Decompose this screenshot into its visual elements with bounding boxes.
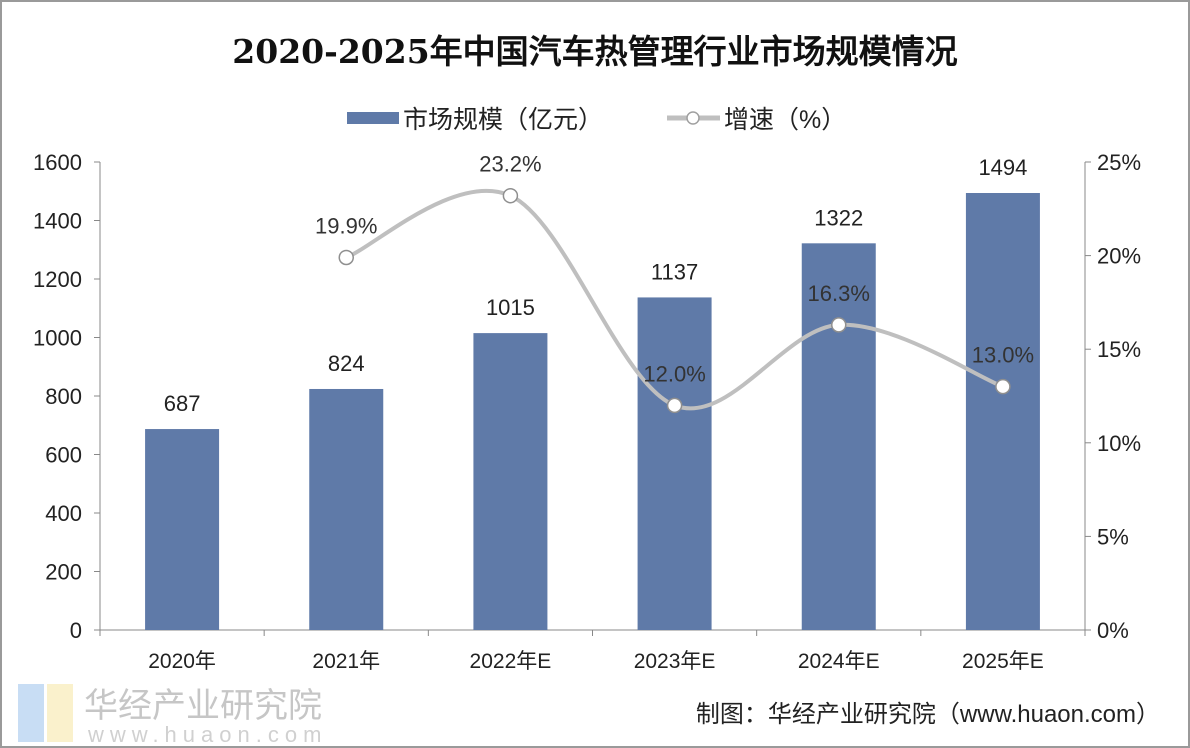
growth-data-label: 12.0% — [643, 361, 705, 386]
watermark-logo: 华经产业研究院 www.huaon.com — [18, 684, 327, 747]
growth-data-label: 16.3% — [808, 281, 870, 306]
growth-marker — [502, 187, 519, 204]
right-tick-label: 20% — [1097, 244, 1141, 269]
right-tick-label: 25% — [1097, 150, 1141, 175]
left-tick-label: 0 — [70, 618, 82, 643]
watermark-logo-blue — [18, 684, 44, 742]
bar-data-label: 824 — [328, 351, 365, 376]
x-tick-label: 2023年E — [634, 650, 716, 673]
left-tick-label: 800 — [45, 384, 82, 409]
legend-line-label: 增速（%） — [724, 106, 846, 134]
right-tick-label: 10% — [1097, 431, 1141, 456]
bar — [801, 243, 876, 630]
bar-data-label: 1015 — [486, 295, 535, 320]
right-tick-label: 15% — [1097, 337, 1141, 362]
growth-marker — [831, 317, 847, 333]
watermark-url: www.huaon.com — [87, 722, 327, 747]
x-tick-label: 2021年 — [312, 650, 380, 673]
bar-data-label: 1137 — [651, 259, 698, 284]
bar — [309, 388, 384, 630]
left-tick-label: 1400 — [33, 209, 82, 234]
x-tick-label: 2020年 — [148, 650, 216, 673]
watermark-text: 华经产业研究院 — [84, 687, 322, 725]
bar — [965, 193, 1040, 630]
growth-data-label: 19.9% — [315, 213, 377, 238]
growth-marker — [995, 378, 1011, 395]
left-tick-label: 600 — [45, 443, 82, 468]
legend-bar-label: 市场规模（亿元） — [403, 106, 603, 134]
watermark-logo-yellow — [47, 684, 73, 742]
legend-line-marker — [686, 111, 700, 125]
growth-marker — [666, 397, 683, 414]
growth-data-label: 13.0% — [972, 343, 1034, 368]
left-tick-label: 400 — [45, 501, 82, 526]
left-tick-label: 200 — [45, 560, 82, 585]
bar-data-label: 1322 — [814, 205, 863, 230]
x-tick-label: 2025年E — [962, 650, 1044, 673]
legend: 市场规模（亿元） 增速（%） — [347, 106, 846, 134]
bar-data-label: 687 — [164, 391, 201, 416]
chart-title: 2020-2025年中国汽车热管理行业市场规模情况 — [232, 32, 957, 71]
source-note: 制图：华经产业研究院（www.huaon.com） — [696, 701, 1160, 728]
growth-marker — [338, 249, 354, 266]
left-tick-label: 1000 — [33, 326, 82, 351]
x-tick-label: 2022年E — [470, 650, 552, 673]
bar — [473, 333, 548, 630]
right-tick-label: 0% — [1097, 618, 1129, 643]
left-tick-label: 1200 — [33, 267, 82, 292]
bar-data-label: 1494 — [978, 155, 1027, 180]
growth-data-label: 23.2% — [479, 152, 541, 177]
bar — [637, 297, 712, 630]
legend-bar-swatch — [347, 112, 399, 124]
x-tick-label: 2024年E — [798, 650, 880, 673]
left-tick-label: 1600 — [33, 150, 82, 175]
right-tick-label: 5% — [1097, 524, 1129, 549]
bar — [145, 429, 220, 630]
